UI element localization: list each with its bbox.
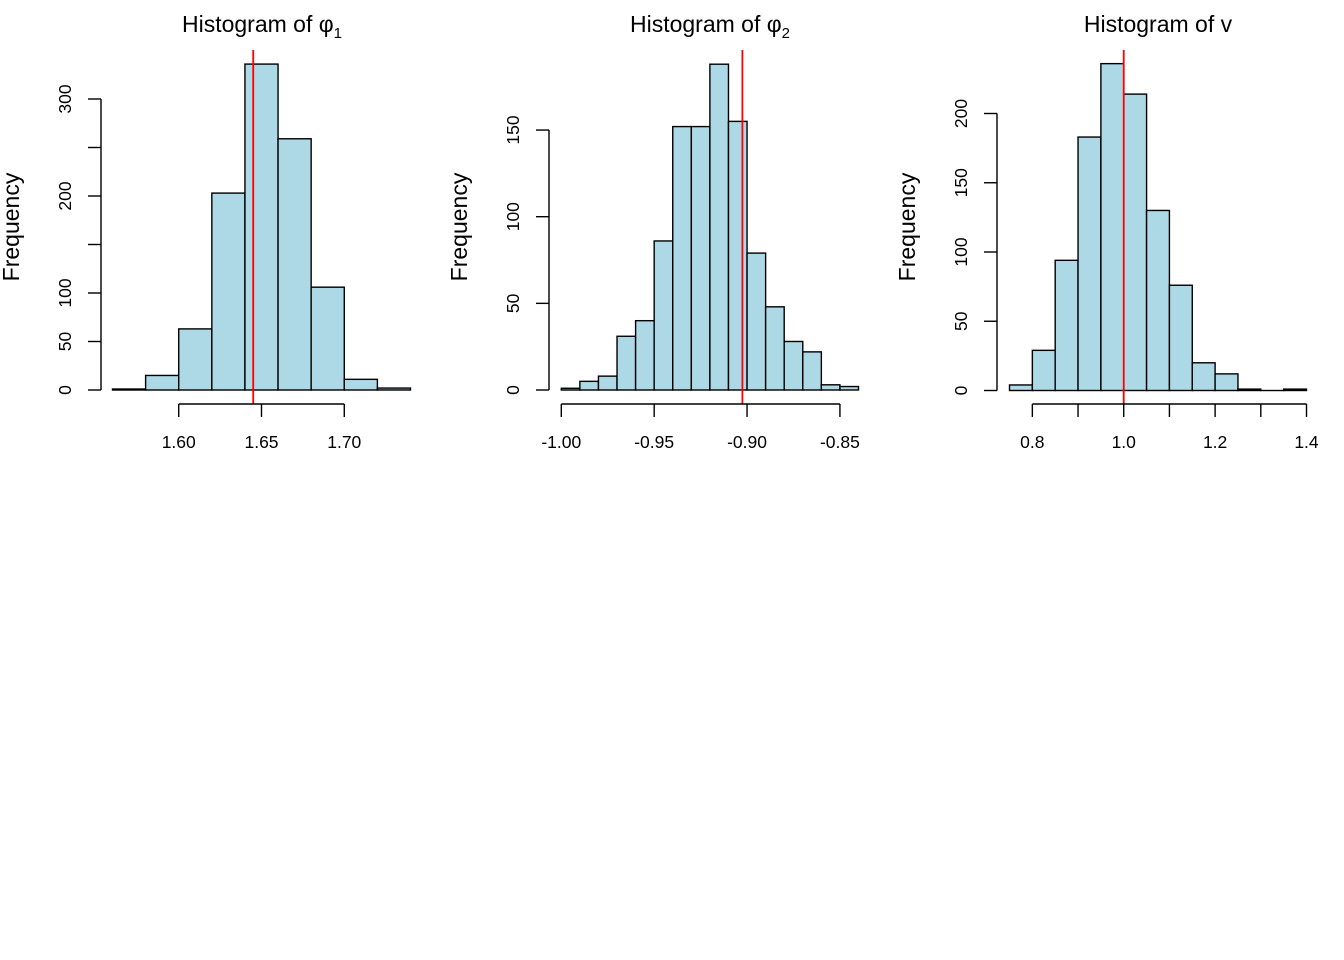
histogram-bar	[1100, 62, 1125, 392]
x-tick-label: 1.0	[1112, 432, 1137, 452]
x-tick-label: -1.00	[541, 432, 581, 452]
x-tick-label: 1.4	[1294, 432, 1319, 452]
y-axis-label: Frequency	[446, 172, 472, 281]
histogram-bar	[690, 125, 711, 391]
y-axis: 0 50 100 200 300	[55, 84, 102, 395]
x-tick-label: 1.2	[1203, 432, 1227, 452]
chart-title: Histogram of φ2	[630, 11, 790, 42]
histogram-bar	[597, 375, 618, 391]
histogram-bar	[1282, 388, 1308, 392]
bars	[560, 63, 860, 391]
x-tick-label: 0.8	[1020, 432, 1044, 452]
x-tick-label: -0.90	[727, 432, 767, 452]
histogram-bar	[802, 351, 823, 391]
y-axis: 0 50 100 150 200	[951, 99, 998, 395]
y-tick-label: 300	[55, 84, 75, 113]
histogram-bar	[1237, 388, 1262, 392]
x-tick-label: 1.60	[162, 432, 196, 452]
y-tick-label: 50	[55, 332, 75, 352]
y-tick-label: 100	[55, 278, 75, 307]
histogram-bar	[579, 380, 600, 391]
y-tick-label: 150	[951, 168, 971, 197]
y-tick-label: 50	[503, 293, 523, 313]
histogram-bar	[653, 240, 674, 391]
histogram-bar	[1145, 209, 1171, 392]
x-tick-label: -0.95	[634, 432, 674, 452]
histogram-bar	[1031, 349, 1056, 392]
y-axis: 0 50 100 150	[503, 115, 550, 395]
histogram-bar	[783, 340, 804, 391]
x-axis: 1.60 1.65 1.70	[162, 403, 362, 452]
histogram-bar	[1214, 373, 1239, 392]
x-tick-label: 1.70	[327, 432, 361, 452]
histogram-bar	[560, 387, 581, 391]
y-tick-label: 200	[55, 181, 75, 210]
histogram-bar	[277, 138, 312, 391]
histogram-bar	[1054, 259, 1079, 392]
y-tick-label: 50	[951, 311, 971, 331]
histogram-panel-phi2: Histogram of φ2 Frequency -1.00 -0.95 -0.9…	[446, 11, 860, 452]
x-tick-label: 1.65	[244, 432, 278, 452]
chart-title: Histogram of v	[1084, 11, 1233, 37]
histogram-bar	[764, 306, 785, 391]
histogram-bar	[211, 192, 246, 391]
x-axis: 0.8 1.0 1.2 1.4	[1020, 403, 1319, 452]
y-tick-label: 0	[503, 385, 523, 395]
histogram-bar	[178, 328, 213, 391]
histogram-bar	[820, 384, 841, 391]
histogram-bar	[1191, 362, 1216, 392]
histogram-bar	[244, 63, 279, 391]
histogram-bar	[746, 252, 767, 391]
x-axis: -1.00 -0.95 -0.90 -0.85	[541, 403, 860, 452]
histogram-panel-phi1: Histogram of φ1 Frequency 1.60 1.65 1.70 0…	[0, 11, 412, 452]
histogram-bar	[709, 63, 730, 391]
y-tick-label: 0	[951, 385, 971, 395]
y-axis-label: Frequency	[0, 172, 24, 281]
histogram-bar	[1123, 93, 1148, 392]
bars	[1008, 62, 1308, 392]
histogram-panel-v: Histogram of v Frequency 0.8 1.0 1.2 1.4 0 5…	[894, 11, 1319, 452]
histogram-bar	[1077, 136, 1102, 392]
histogram-bar	[343, 378, 379, 391]
histogram-bar	[634, 319, 655, 391]
y-tick-label: 0	[55, 385, 75, 395]
histogram-bar	[144, 374, 180, 391]
chart-title: Histogram of φ1	[182, 11, 342, 42]
histogram-bar	[111, 388, 147, 391]
histogram-bar	[1168, 284, 1193, 392]
histogram-bar	[1008, 384, 1034, 392]
y-tick-label: 200	[951, 99, 971, 128]
histogram-bar	[839, 385, 860, 391]
histogram-bar	[616, 335, 637, 391]
x-tick-label: -0.85	[820, 432, 860, 452]
y-tick-label: 150	[503, 115, 523, 144]
y-tick-label: 100	[503, 202, 523, 231]
y-tick-label: 100	[951, 237, 971, 266]
histogram-bar	[672, 125, 693, 391]
bars	[111, 63, 412, 391]
histogram-bar	[310, 286, 345, 391]
y-axis-label: Frequency	[894, 172, 920, 281]
histogram-bar	[727, 120, 748, 391]
histogram-bar	[376, 387, 412, 391]
